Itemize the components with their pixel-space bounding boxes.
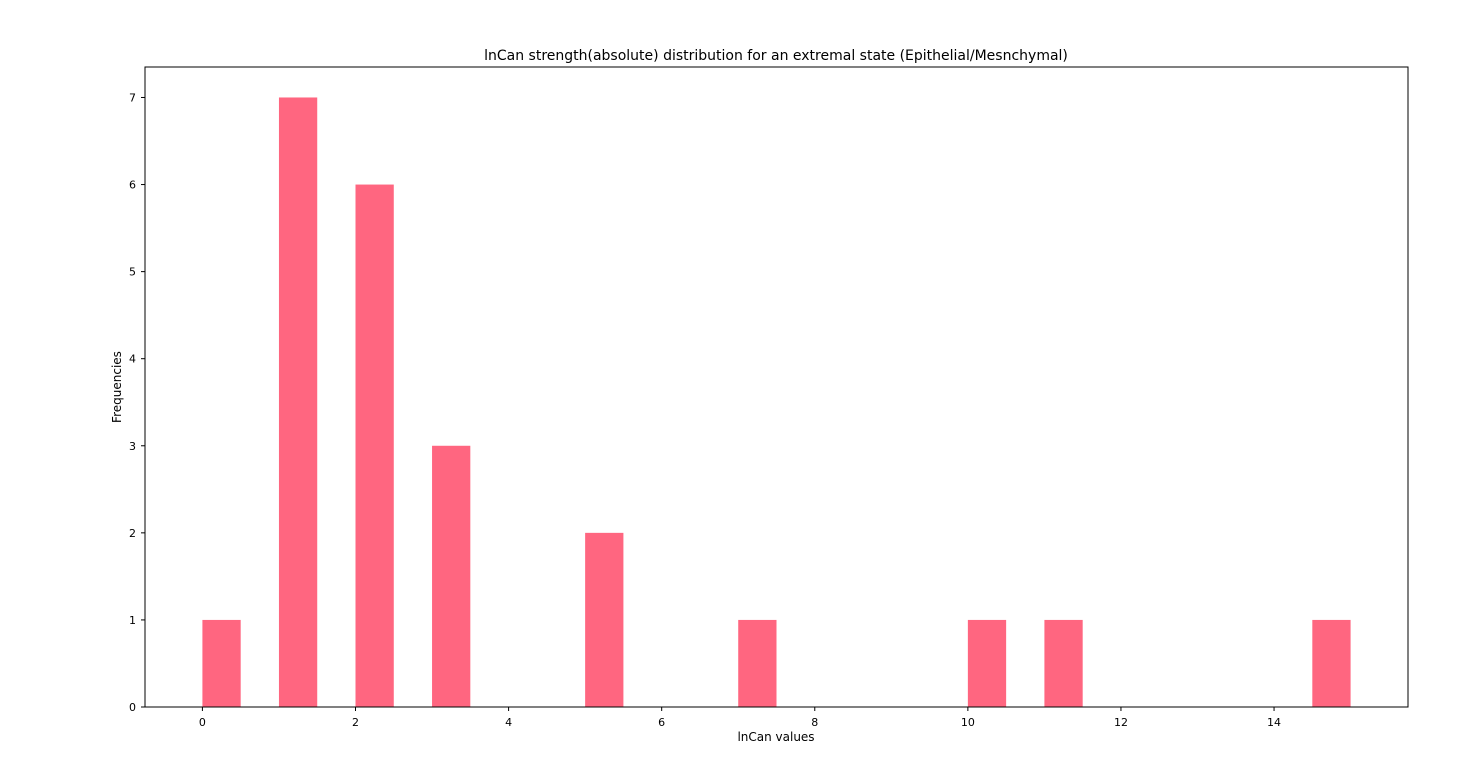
histogram-bar (1044, 619, 1083, 707)
x-tick-label: 14 (1267, 716, 1281, 729)
x-tick-label: 4 (505, 716, 512, 729)
plot-frame (144, 66, 1409, 708)
x-tick-label: 0 (199, 716, 206, 729)
chart-title: lnCan strength(absolute) distribution fo… (484, 48, 1068, 64)
x-axis-label: lnCan values (737, 730, 814, 744)
histogram-bar (355, 184, 394, 707)
histogram-bar (278, 97, 318, 707)
x-tick-label: 10 (961, 716, 975, 729)
y-tick-label: 7 (129, 91, 136, 104)
x-axis-ticks: 0 2 4 6 8 10 12 14 (199, 707, 1281, 729)
histogram-bar (432, 445, 471, 707)
histogram-bar (585, 532, 624, 707)
y-tick-label: 1 (129, 614, 136, 627)
y-tick-label: 5 (129, 266, 136, 279)
x-tick-label: 2 (352, 716, 359, 729)
histogram-bar (202, 619, 241, 707)
y-tick-label: 2 (129, 527, 136, 540)
x-tick-label: 8 (811, 716, 818, 729)
y-axis-ticks: 0 1 2 3 4 5 6 7 (129, 91, 145, 714)
y-tick-label: 6 (129, 179, 136, 192)
histogram-bar (967, 619, 1007, 707)
y-tick-label: 3 (129, 440, 136, 453)
histogram-bar (738, 619, 777, 707)
y-tick-label: 0 (129, 701, 136, 714)
histogram-bar (1312, 619, 1351, 707)
y-tick-label: 4 (129, 353, 136, 366)
y-axis-label: Frequencies (110, 351, 124, 423)
bars-layer (202, 97, 1351, 707)
x-tick-label: 12 (1114, 716, 1128, 729)
x-tick-label: 6 (658, 716, 665, 729)
